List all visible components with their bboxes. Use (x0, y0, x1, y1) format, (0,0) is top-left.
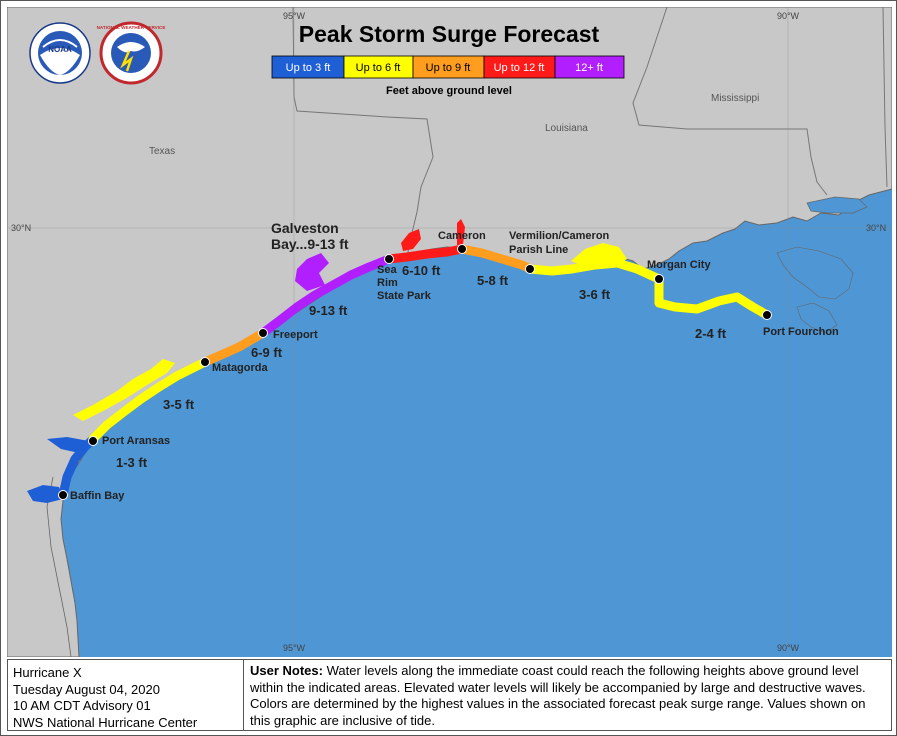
surge-fill-aransas-bays (73, 359, 175, 421)
legend-subtitle: Feet above ground level (386, 85, 512, 97)
noaa-logo: NOAA (29, 22, 91, 84)
surge-label-9-13: 9-13 ft (309, 303, 348, 318)
noaa-logo-text: NOAA (48, 45, 72, 54)
surge-fill-vermilion-bay (571, 243, 627, 269)
nws-logo-text: NATIONAL WEATHER SERVICE (97, 25, 166, 30)
city-label-morgan-city: Morgan City (647, 259, 711, 271)
surge-fill-sabine-lake (401, 229, 421, 251)
surge-segment-yellow-east (525, 258, 772, 320)
legend: Up to 3 ft Up to 6 ft Up to 9 ft Up to 1… (271, 55, 625, 97)
city-point-baffin-bay (58, 490, 68, 500)
map-title: Peak Storm Surge Forecast (299, 21, 600, 47)
surge-label-1-3: 1-3 ft (116, 455, 148, 470)
surge-segment-orange-west (200, 328, 268, 367)
storm-name: Hurricane X (13, 665, 82, 680)
surge-fill-galveston-bay (295, 253, 329, 291)
city-label-matagorda: Matagorda (212, 362, 269, 374)
user-notes-text: Water levels along the immediate coast c… (250, 663, 866, 728)
nws-logo: NATIONAL WEATHER SERVICE (97, 21, 166, 85)
surge-label-galveston-2: Bay...9-13 ft (271, 236, 349, 252)
city-label-baffin-bay: Baffin Bay (70, 490, 125, 502)
surge-label-6-10: 6-10 ft (402, 263, 441, 278)
tick-top-90w: 90°W (777, 11, 800, 21)
advisory-date: Tuesday August 04, 2020 (13, 681, 160, 697)
footer-panel: Hurricane X Tuesday August 04, 2020 10 A… (7, 659, 892, 731)
state-border-tx-la (292, 7, 434, 258)
surge-segment-red (384, 244, 467, 264)
lake-pontchartrain (806, 196, 868, 214)
tick-bottom-95w: 95°W (283, 643, 306, 653)
state-label-louisiana: Louisiana (545, 123, 588, 134)
surge-label-5-8: 5-8 ft (477, 273, 509, 288)
city-point-morgan-city (654, 274, 664, 284)
user-notes: User Notes: Water levels along the immed… (244, 660, 891, 730)
city-label-cameron: Cameron (438, 230, 486, 242)
legend-label-4: Up to 12 ft (494, 62, 545, 74)
surge-label-6-9: 6-9 ft (251, 345, 283, 360)
user-notes-label: User Notes: (250, 663, 323, 678)
issuing-office: NWS National Hurricane Center (13, 714, 198, 730)
city-point-sea-rim (384, 254, 394, 264)
city-point-cameron (457, 244, 467, 254)
surge-segment-yellow-south (88, 357, 210, 444)
state-label-mississippi: Mississippi (711, 93, 759, 104)
tick-bottom-90w: 90°W (777, 643, 800, 653)
surge-segment-purple (258, 254, 394, 338)
city-label-sea-rim-3: State Park (377, 290, 432, 302)
tick-right-30n: 30°N (866, 223, 886, 233)
city-label-vermilion-2: Parish Line (509, 244, 568, 256)
surge-label-2-4: 2-4 ft (695, 326, 727, 341)
advisory-number: 10 AM CDT Advisory 01 (13, 698, 151, 713)
coastal-marsh (776, 246, 854, 300)
surge-fill-baffin-bay (27, 485, 63, 503)
state-border-la-ms (632, 7, 828, 196)
legend-label-3: Up to 9 ft (426, 62, 471, 74)
city-label-sea-rim-2: Rim (377, 277, 398, 289)
delta-marsh (796, 302, 838, 334)
surge-label-3-5: 3-5 ft (163, 397, 195, 412)
surge-segment-orange-east (457, 244, 535, 274)
tick-left-30n: 30°N (11, 223, 31, 233)
city-label-sea-rim-1: Sea (377, 264, 397, 276)
surge-label-3-6: 3-6 ft (579, 287, 611, 302)
surge-label-galveston-1: Galveston (271, 220, 339, 236)
surge-segment-blue (58, 434, 98, 500)
legend-swatch-5 (554, 55, 625, 79)
tick-top-95w: 95°W (283, 11, 306, 21)
city-point-matagorda (200, 357, 210, 367)
state-label-texas: Texas (149, 146, 175, 157)
city-point-vermilion (525, 264, 535, 274)
advisory-info: Hurricane X Tuesday August 04, 2020 10 A… (8, 660, 244, 730)
state-border-ms-al (882, 7, 888, 188)
legend-label-1: Up to 3 ft (286, 62, 331, 74)
city-label-port-aransas: Port Aransas (102, 435, 170, 447)
city-label-vermilion-1: Vermilion/Cameron (509, 230, 610, 242)
city-point-freeport (258, 328, 268, 338)
city-label-freeport: Freeport (273, 329, 318, 341)
surge-fill-calcasieu (457, 219, 465, 245)
legend-label-2: Up to 6 ft (356, 62, 401, 74)
legend-label-5: 12+ ft (575, 62, 603, 74)
map-panel: 95°W 90°W 95°W 90°W 30°N 30°N Texas Loui… (7, 7, 892, 657)
surge-fill-corpus-christi (47, 437, 89, 453)
city-label-port-fourchon: Port Fourchon (763, 326, 839, 338)
city-point-port-fourchon (762, 310, 772, 320)
map-canvas: 95°W 90°W 95°W 90°W 30°N 30°N Texas Loui… (7, 7, 892, 657)
city-point-port-aransas (88, 436, 98, 446)
